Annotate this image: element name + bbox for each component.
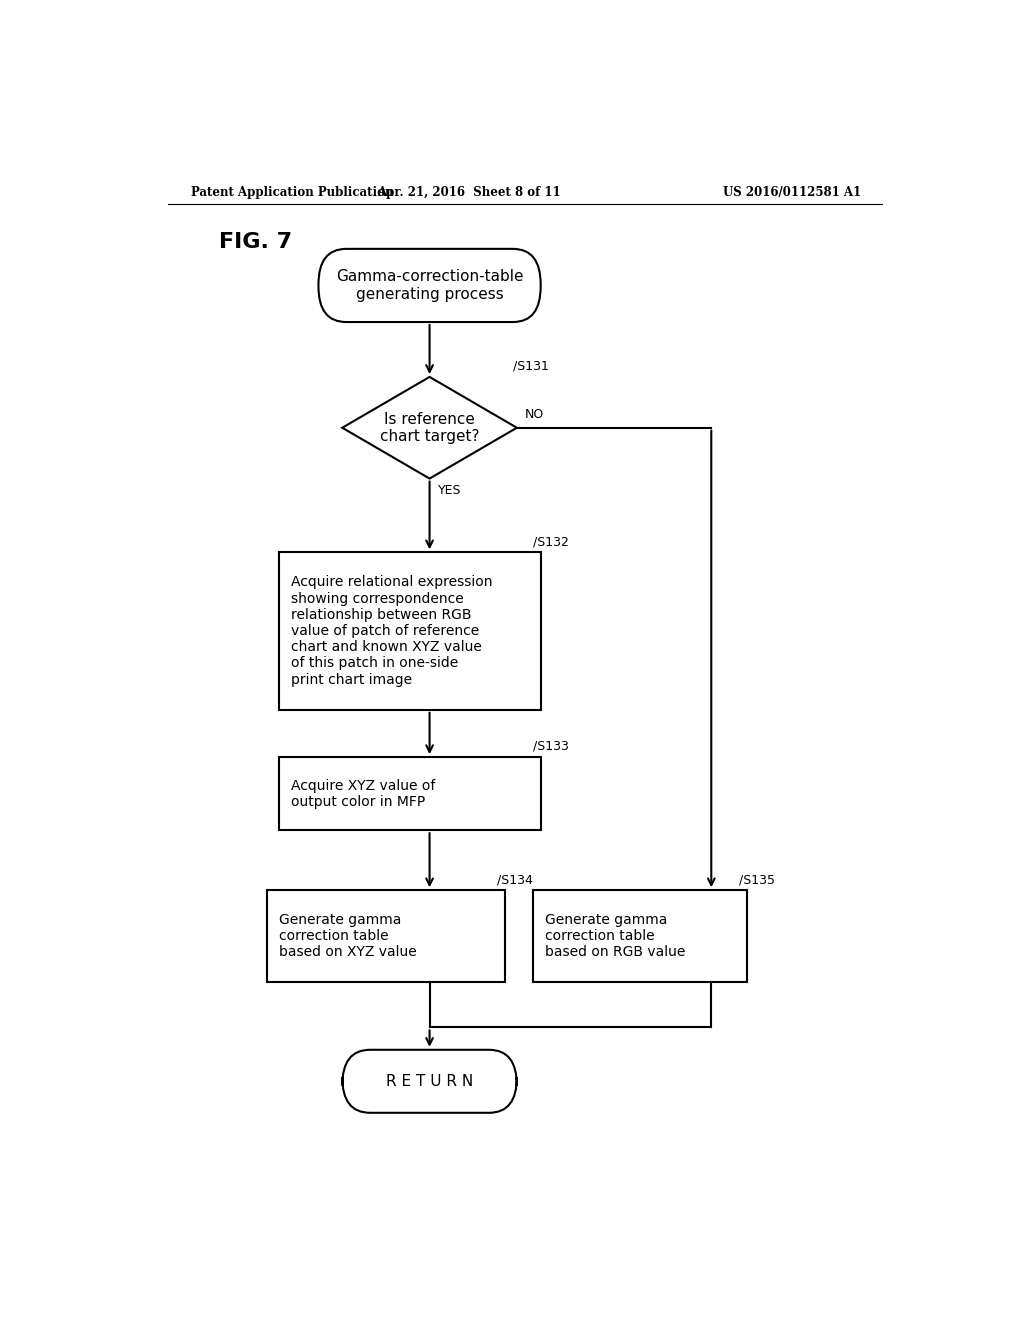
Text: NO: NO (524, 408, 544, 421)
FancyBboxPatch shape (318, 249, 541, 322)
Text: /S132: /S132 (532, 535, 568, 548)
Text: /S135: /S135 (739, 873, 775, 886)
Text: Acquire XYZ value of
output color in MFP: Acquire XYZ value of output color in MFP (291, 779, 435, 809)
Text: Generate gamma
correction table
based on RGB value: Generate gamma correction table based on… (545, 912, 685, 960)
Text: /S134: /S134 (497, 873, 532, 886)
Text: Patent Application Publication: Patent Application Publication (191, 186, 394, 199)
Text: /S131: /S131 (513, 360, 549, 372)
Bar (267, 890, 505, 982)
Text: Gamma-correction-table
generating process: Gamma-correction-table generating proces… (336, 269, 523, 302)
Text: FIG. 7: FIG. 7 (219, 232, 293, 252)
Text: /S133: /S133 (532, 741, 568, 752)
Text: Is reference
chart target?: Is reference chart target? (380, 412, 479, 444)
Text: Apr. 21, 2016  Sheet 8 of 11: Apr. 21, 2016 Sheet 8 of 11 (378, 186, 561, 199)
Text: R E T U R N: R E T U R N (386, 1073, 473, 1089)
FancyBboxPatch shape (342, 1049, 517, 1113)
Bar (279, 758, 541, 830)
Text: Generate gamma
correction table
based on XYZ value: Generate gamma correction table based on… (279, 912, 417, 960)
Bar (532, 890, 748, 982)
Polygon shape (342, 378, 517, 479)
Bar (279, 552, 541, 710)
Text: US 2016/0112581 A1: US 2016/0112581 A1 (723, 186, 861, 199)
Text: Acquire relational expression
showing correspondence
relationship between RGB
va: Acquire relational expression showing co… (291, 576, 493, 686)
Text: YES: YES (437, 483, 461, 496)
